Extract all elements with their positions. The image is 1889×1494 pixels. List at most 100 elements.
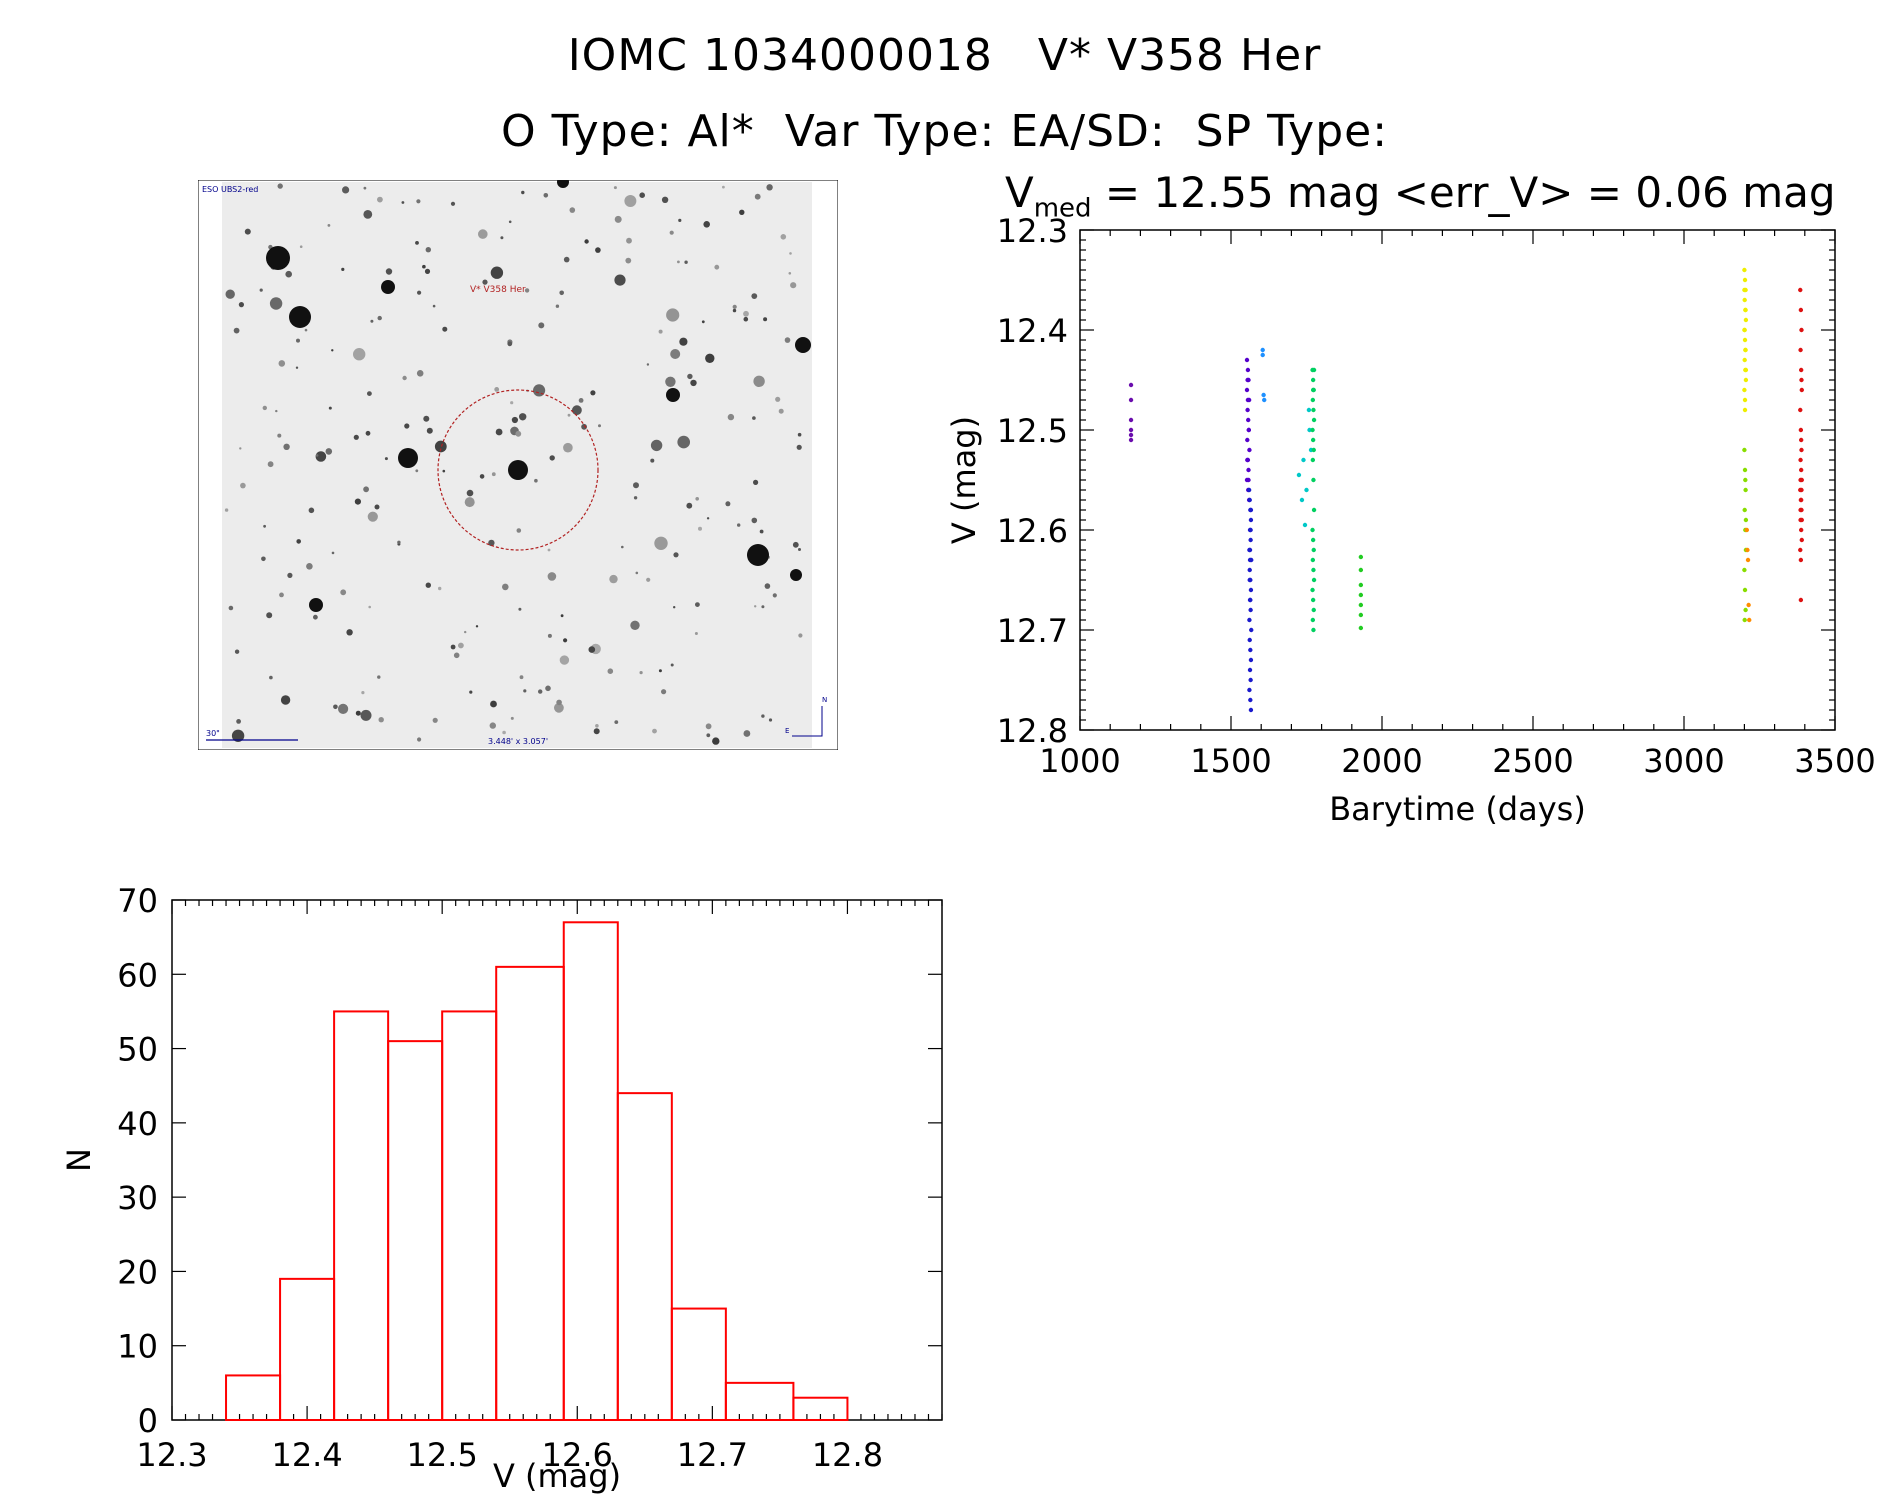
histogram-bar xyxy=(792,1396,849,1421)
histogram-bar xyxy=(279,1277,336,1422)
star xyxy=(687,373,693,380)
star xyxy=(278,360,286,367)
star xyxy=(772,593,777,598)
data-point xyxy=(1249,627,1254,633)
star xyxy=(584,239,589,244)
star xyxy=(432,304,436,308)
star xyxy=(490,700,497,708)
data-point xyxy=(1306,407,1312,413)
y-tick-label: 12.3 xyxy=(997,212,1068,250)
data-point xyxy=(1743,607,1748,613)
star xyxy=(475,625,479,628)
star xyxy=(331,551,335,555)
data-point xyxy=(1798,407,1803,413)
star xyxy=(753,479,759,485)
data-point xyxy=(1246,467,1251,473)
star xyxy=(240,482,246,489)
star xyxy=(490,266,504,279)
data-point xyxy=(1247,617,1252,623)
star xyxy=(466,489,474,497)
star xyxy=(231,729,245,742)
star xyxy=(266,612,273,619)
data-point xyxy=(1742,447,1747,453)
data-point xyxy=(1358,582,1364,588)
star xyxy=(377,675,381,679)
data-point xyxy=(1311,417,1317,423)
star xyxy=(677,435,690,449)
data-point xyxy=(1128,417,1134,423)
data-point xyxy=(1798,287,1803,293)
bright-star xyxy=(557,180,569,188)
data-point xyxy=(1798,497,1804,503)
data-point xyxy=(1798,427,1804,433)
star xyxy=(784,337,791,343)
data-point xyxy=(1743,377,1749,383)
data-point xyxy=(1248,537,1253,543)
data-point xyxy=(1244,357,1250,363)
data-point xyxy=(1798,527,1804,533)
star xyxy=(706,733,711,738)
histogram-bar xyxy=(225,1374,282,1422)
star xyxy=(478,229,488,239)
x-tick-label: 12.5 xyxy=(407,1436,478,1474)
star xyxy=(507,341,513,347)
y-tick-label: 12.8 xyxy=(997,712,1068,750)
star xyxy=(397,540,401,544)
star xyxy=(417,290,422,295)
data-point xyxy=(1310,397,1316,403)
data-point xyxy=(1311,367,1317,373)
x-tick-label: 12.4 xyxy=(271,1436,342,1474)
star xyxy=(488,539,495,547)
star xyxy=(333,704,338,710)
star xyxy=(646,363,650,366)
data-point xyxy=(1248,657,1254,663)
star xyxy=(277,433,282,438)
median-magnitude-stat: Vmed = 12.55 mag <err_V> = 0.06 mag xyxy=(1005,168,1836,223)
data-point xyxy=(1311,447,1316,453)
star xyxy=(469,690,473,694)
data-point xyxy=(1261,392,1266,398)
star xyxy=(363,486,369,493)
data-point xyxy=(1247,687,1252,693)
star xyxy=(377,196,383,203)
star xyxy=(287,572,293,578)
star xyxy=(695,602,700,607)
star xyxy=(423,415,430,422)
star xyxy=(678,218,682,222)
star xyxy=(267,461,274,468)
star xyxy=(521,190,525,195)
data-point xyxy=(1742,337,1748,343)
histogram-bar xyxy=(724,1381,795,1422)
star xyxy=(751,293,758,299)
data-point xyxy=(1245,437,1250,443)
star xyxy=(442,469,446,473)
data-point xyxy=(1248,527,1253,533)
data-point xyxy=(1742,277,1748,283)
star xyxy=(763,317,768,322)
x-axis-label: Barytime (days) xyxy=(1329,790,1586,828)
y-tick-label: 70 xyxy=(117,882,158,920)
data-point xyxy=(1248,647,1253,653)
star xyxy=(295,366,299,369)
star xyxy=(661,689,667,695)
y-tick-label: 10 xyxy=(117,1328,158,1366)
data-point xyxy=(1302,522,1308,528)
star xyxy=(367,511,378,522)
star xyxy=(524,288,530,293)
star xyxy=(434,440,447,453)
star xyxy=(665,376,676,387)
star xyxy=(432,717,438,723)
light-curve-chart: 1000 1500 2000 2500 3000 3500 12.3 12.4 12.5 12.6… xyxy=(945,212,1876,828)
star xyxy=(569,207,576,213)
y-tick-label: 0 xyxy=(138,1402,158,1440)
star xyxy=(442,326,448,332)
star xyxy=(328,406,332,410)
data-point xyxy=(1311,627,1316,633)
data-point xyxy=(1742,387,1747,393)
data-point xyxy=(1311,607,1316,613)
star xyxy=(370,319,374,323)
star xyxy=(754,193,761,200)
star xyxy=(353,348,366,361)
star xyxy=(752,416,756,420)
star xyxy=(299,245,303,248)
